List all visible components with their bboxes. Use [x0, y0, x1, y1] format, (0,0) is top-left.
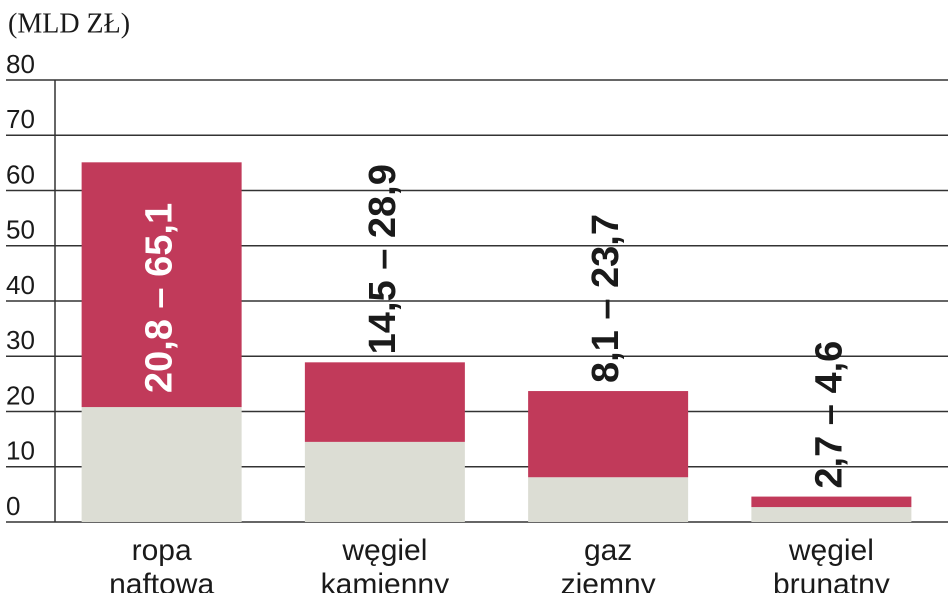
value-label: 8,1 – 23,7 — [585, 214, 627, 383]
bar-base — [751, 507, 912, 522]
y-tick-label: 30 — [6, 325, 35, 355]
x-tick-label: kamienny — [321, 568, 449, 593]
x-tick-label: brunatny — [773, 568, 890, 593]
y-tick-label: 0 — [6, 491, 20, 521]
y-tick-label: 10 — [6, 436, 35, 466]
value-label: 2,7 – 4,6 — [808, 341, 850, 489]
y-tick-label: 20 — [6, 380, 35, 410]
y-tick-label: 80 — [6, 49, 35, 79]
bar-base — [304, 441, 465, 522]
y-axis-label: (MLD ZŁ) — [8, 8, 130, 39]
bar-base — [81, 407, 242, 522]
bar-base — [528, 477, 689, 522]
bar-range — [304, 362, 465, 442]
y-tick-label: 60 — [6, 159, 35, 189]
x-tick-label: ziemny — [561, 568, 656, 593]
y-tick-label: 50 — [6, 215, 35, 245]
y-tick-label: 70 — [6, 104, 35, 134]
x-tick-label: naftowa — [109, 568, 214, 593]
bar-range — [81, 162, 242, 408]
value-label: 14,5 – 28,9 — [362, 164, 404, 354]
bar-range — [528, 391, 689, 478]
bar-range — [751, 496, 912, 508]
x-tick-label: węgiel — [788, 534, 874, 567]
y-tick-label: 40 — [6, 270, 35, 300]
value-label: 20,8 – 65,1 — [139, 203, 181, 393]
x-tick-label: ropa — [132, 534, 192, 567]
x-tick-label: gaz — [584, 534, 632, 567]
x-tick-label: węgiel — [341, 534, 427, 567]
